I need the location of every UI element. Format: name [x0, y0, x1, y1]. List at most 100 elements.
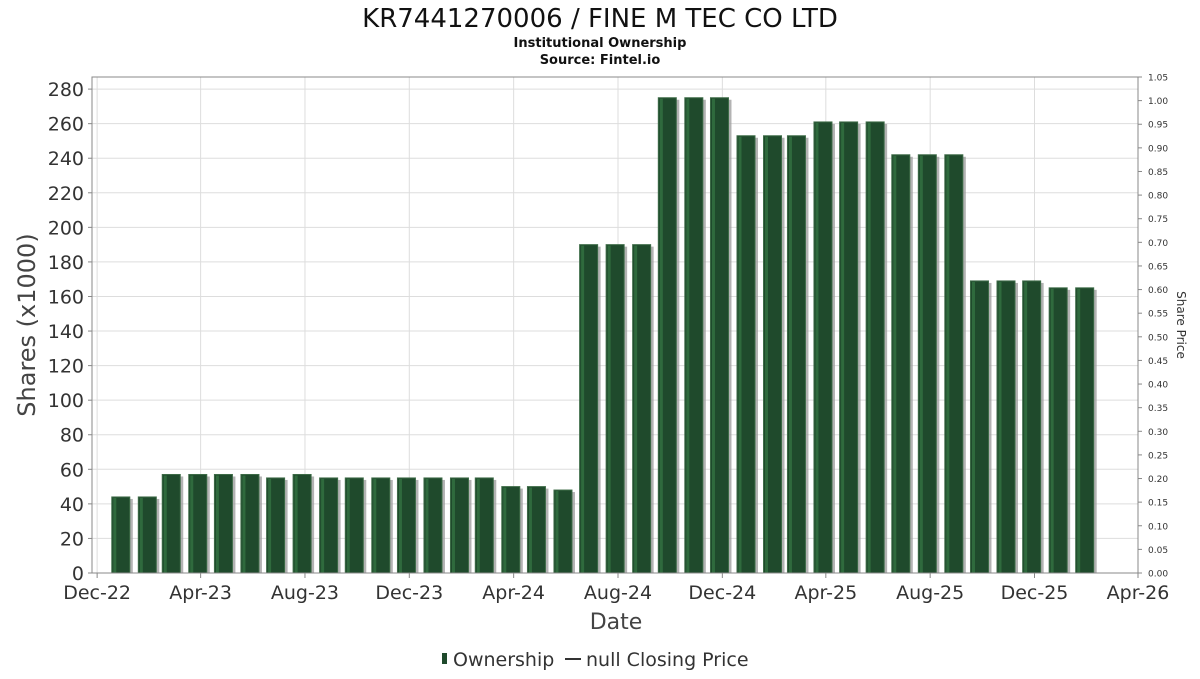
y-tick-label: 240: [48, 148, 84, 170]
bar-highlight: [373, 478, 377, 573]
bar-highlight: [503, 487, 507, 573]
bar-highlight: [555, 491, 559, 573]
y2-tick-label: 0.80: [1148, 192, 1168, 202]
y2-tick-label: 0.95: [1148, 121, 1168, 131]
y2-tick-label: 0.10: [1148, 522, 1168, 532]
bar-highlight: [528, 487, 532, 573]
y2-tick-label: 0.50: [1148, 333, 1168, 343]
y-tick-label: 260: [48, 114, 84, 136]
y2-axis-label: Share Price: [1174, 291, 1188, 359]
bar-highlight: [893, 155, 897, 574]
y-tick-label: 180: [48, 252, 84, 274]
bar-highlight: [163, 475, 167, 573]
bar-highlight: [581, 245, 585, 573]
bar-highlight: [113, 497, 117, 573]
bar-highlight: [841, 122, 845, 573]
x-tick-label: Apr-24: [482, 582, 545, 604]
y2-tick-label: 0.55: [1148, 310, 1168, 320]
bar-highlight: [946, 155, 950, 574]
y2-tick-label: 0.65: [1148, 262, 1168, 272]
x-tick-label: Dec-25: [1001, 582, 1069, 604]
bars: [111, 97, 1097, 574]
bar-highlight: [815, 122, 819, 573]
y2-tick-label: 0.45: [1148, 357, 1168, 367]
y2-tick-label: 0.40: [1148, 381, 1168, 391]
plot-frame: [91, 76, 1139, 574]
y-tick-label: 280: [48, 79, 84, 101]
y-axis-label: Shares (x1000): [13, 233, 41, 416]
x-tick-label: Apr-23: [169, 582, 232, 604]
y-tick-label: 0: [72, 563, 84, 585]
bar-highlight: [998, 281, 1002, 573]
y2-tick-label: 0.70: [1148, 239, 1168, 249]
bar-highlight: [190, 475, 194, 573]
x-tick-label: Aug-25: [896, 582, 964, 604]
x-axis-ticks: Dec-22 Apr-23 Aug-23 Dec-23 Apr-24 Aug-24 Dec-…: [63, 573, 1169, 604]
bar-highlight: [1077, 288, 1081, 573]
y2-tick-label: 0.20: [1148, 475, 1168, 485]
y-tick-label: 220: [48, 183, 84, 205]
y2-axis-ticks: 0.00 0.05 0.10 0.15 0.20 0.25 0.30 0.35 0.40 0.45…: [1138, 74, 1168, 580]
legend-ownership-label: Ownership: [453, 649, 554, 671]
x-tick-label: Apr-25: [794, 582, 857, 604]
chart-subtitle: Institutional Ownership: [514, 36, 687, 51]
y-axis-ticks: 0 20 40 60 80 100 120 140 160 180 200 220 240 260 280: [48, 79, 92, 585]
y-tick-label: 60: [60, 459, 84, 481]
y-tick-label: 80: [60, 425, 84, 447]
bar-highlight: [294, 475, 298, 573]
legend-price-label: null Closing Price: [586, 649, 749, 671]
y2-tick-label: 0.85: [1148, 168, 1168, 178]
bar-highlight: [321, 478, 325, 573]
y-tick-label: 160: [48, 286, 84, 308]
x-tick-label: Dec-23: [375, 582, 443, 604]
y2-tick-label: 0.15: [1148, 499, 1168, 509]
chart-title: KR7441270006 / FINE M TEC CO LTD: [362, 4, 838, 34]
bar-highlight: [425, 478, 429, 573]
y2-tick-label: 0.90: [1148, 144, 1168, 154]
legend: Ownership null Closing Price: [442, 649, 749, 671]
y2-tick-label: 1.00: [1148, 97, 1168, 107]
y2-tick-label: 0.60: [1148, 286, 1168, 296]
bar-highlight: [788, 136, 792, 573]
y-tick-label: 40: [60, 494, 84, 516]
bar-highlight: [398, 478, 402, 573]
bar-highlight: [711, 98, 715, 573]
x-tick-label: Aug-23: [271, 582, 339, 604]
bar-highlight: [1024, 281, 1028, 573]
y2-tick-label: 0.30: [1148, 428, 1168, 438]
bar-highlight: [659, 98, 663, 573]
bar-highlight: [451, 478, 455, 573]
bar-highlight: [919, 155, 923, 574]
y-tick-label: 120: [48, 356, 84, 378]
bar-highlight: [607, 245, 611, 573]
x-tick-label: Aug-24: [584, 582, 652, 604]
x-tick-label: Apr-26: [1107, 582, 1170, 604]
y2-tick-label: 0.25: [1148, 451, 1168, 461]
y2-tick-label: 1.05: [1148, 74, 1168, 84]
bar-highlight: [1050, 288, 1054, 573]
bar-highlight: [971, 281, 975, 573]
x-tick-label: Dec-24: [688, 582, 756, 604]
bar-highlight: [139, 497, 143, 573]
bar-highlight: [346, 478, 350, 573]
bar-highlight: [476, 478, 480, 573]
legend-ownership-swatch: [442, 653, 447, 664]
bar-highlight: [634, 245, 638, 573]
bar-highlight: [765, 136, 769, 573]
y2-tick-label: 0.35: [1148, 404, 1168, 414]
y-tick-label: 200: [48, 217, 84, 239]
bar-highlight: [242, 475, 246, 573]
x-axis-label: Date: [590, 610, 643, 635]
y-tick-label: 140: [48, 321, 84, 343]
chart-source: Source: Fintel.io: [540, 53, 661, 68]
bar-highlight: [686, 98, 690, 573]
y2-tick-label: 0.75: [1148, 215, 1168, 225]
y-tick-label: 100: [48, 390, 84, 412]
bar-highlight: [867, 122, 871, 573]
y2-tick-label: 0.00: [1148, 570, 1168, 580]
bar-highlight: [215, 475, 219, 573]
bar-highlight: [268, 478, 272, 573]
x-tick-label: Dec-22: [63, 582, 131, 604]
